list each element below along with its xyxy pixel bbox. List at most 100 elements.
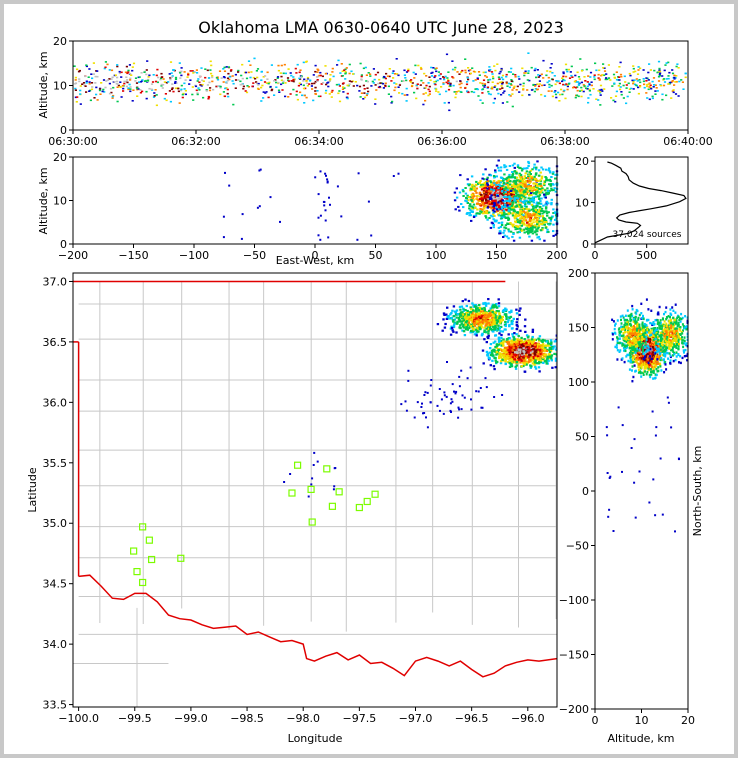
plan-source-mark <box>530 338 534 341</box>
plan-source-mark <box>467 321 471 324</box>
time-source-mark <box>139 89 142 91</box>
plan-source-mark <box>467 313 471 316</box>
eastwest-source-mark <box>507 194 511 197</box>
eastwest-source-mark <box>519 227 522 230</box>
eastwest-source-mark <box>462 195 465 197</box>
time-source-mark <box>420 68 423 70</box>
plan-source-mark <box>489 364 492 367</box>
eastwest-source-mark <box>514 184 517 187</box>
eastwest-source-mark <box>460 203 463 205</box>
eastwest-source-mark <box>475 180 478 183</box>
time-source-mark <box>500 67 503 70</box>
plan-source-mark <box>535 347 538 350</box>
plan-source-mark <box>471 314 474 317</box>
eastwest-source-mark <box>499 176 503 179</box>
eastwest-source-mark <box>472 214 476 217</box>
time-alt-tick-label: 10 <box>53 80 67 93</box>
time-source-mark <box>614 100 617 103</box>
plan-source-mark <box>475 390 478 393</box>
plan-source-mark <box>546 357 549 360</box>
time-source-mark <box>447 88 451 91</box>
time-source-mark <box>111 76 114 79</box>
plan-source-mark <box>531 352 535 355</box>
plan-source-mark <box>485 327 488 330</box>
eastwest-source-mark <box>528 235 531 238</box>
plan-source-mark <box>495 353 498 356</box>
time-source-mark <box>509 83 512 85</box>
time-source-mark <box>276 77 279 79</box>
time-source-mark <box>329 74 332 76</box>
eastwest-source-mark <box>521 194 524 197</box>
eastwest-source-mark <box>540 175 544 178</box>
plan-source-mark <box>502 344 505 347</box>
plan-source-mark <box>503 340 506 343</box>
eastwest-source-mark <box>525 199 528 202</box>
time-source-mark <box>566 88 569 91</box>
time-source-mark <box>225 66 228 68</box>
eastwest-source-mark <box>522 167 525 170</box>
time-source-mark <box>487 79 490 81</box>
eastwest-source-mark <box>520 209 523 212</box>
time-source-mark <box>218 85 221 87</box>
plan-source-mark <box>531 350 534 353</box>
time-source-mark <box>116 86 119 88</box>
eastwest-source-mark <box>540 166 543 169</box>
plan-source-mark <box>523 359 526 363</box>
time-source-mark <box>74 96 77 99</box>
eastwest-source-mark <box>507 199 510 202</box>
eastwest-source-mark <box>501 211 504 214</box>
time-source-mark <box>344 72 347 74</box>
time-source-mark <box>170 76 173 78</box>
time-source-mark <box>199 84 202 86</box>
northsouth-source-mark <box>631 369 633 372</box>
time-source-mark <box>500 93 503 96</box>
eastwest-source-mark <box>497 200 500 203</box>
time-source-mark <box>497 76 500 78</box>
eastwest-source-mark <box>525 216 528 219</box>
eastwest-source-mark <box>499 169 503 172</box>
eastwest-source-mark <box>494 194 497 197</box>
time-source-mark <box>454 96 457 99</box>
time-source-mark <box>254 77 257 80</box>
plan-source-mark <box>477 316 481 319</box>
time-source-mark <box>522 82 525 85</box>
eastwest-source-mark <box>465 196 468 199</box>
eastwest-source-mark <box>475 187 478 190</box>
plan-source-mark <box>514 365 517 368</box>
time-source-mark <box>579 58 582 60</box>
time-source-mark <box>603 88 606 90</box>
time-source-mark <box>540 93 543 96</box>
time-source-mark <box>507 82 511 85</box>
eastwest-source-mark <box>497 187 500 190</box>
plan-source-mark <box>519 349 523 352</box>
eastwest-source-mark <box>222 236 225 239</box>
eastwest-source-mark <box>498 194 502 197</box>
eastwest-source-mark <box>468 211 471 214</box>
time-source-mark <box>536 88 539 91</box>
time-source-mark <box>433 81 436 83</box>
plan-source-mark <box>529 349 532 352</box>
eastwest-source-mark <box>533 226 537 229</box>
plan-source-mark <box>540 350 544 353</box>
eastwest-source-mark <box>545 178 548 181</box>
time-source-mark <box>405 87 408 90</box>
time-source-mark <box>632 67 635 70</box>
time-source-mark <box>320 83 323 85</box>
eastwest-source-mark <box>510 200 514 202</box>
plan-source-mark <box>508 316 511 320</box>
eastwest-source-mark <box>515 195 518 198</box>
time-source-mark <box>281 89 284 91</box>
time-source-mark <box>453 91 456 93</box>
eastwest-source-mark <box>485 198 488 201</box>
time-source-mark <box>246 85 249 87</box>
plan-source-mark <box>531 345 534 348</box>
eastwest-source-mark <box>533 163 536 166</box>
eastwest-source-mark <box>539 179 542 182</box>
time-source-mark <box>247 71 250 74</box>
plan-source-mark <box>505 346 509 350</box>
eastwest-source-mark <box>531 196 535 199</box>
plan-source-mark <box>457 406 460 409</box>
time-source-mark <box>257 84 260 86</box>
plan-source-mark <box>519 361 522 364</box>
time-source-mark <box>405 100 408 102</box>
